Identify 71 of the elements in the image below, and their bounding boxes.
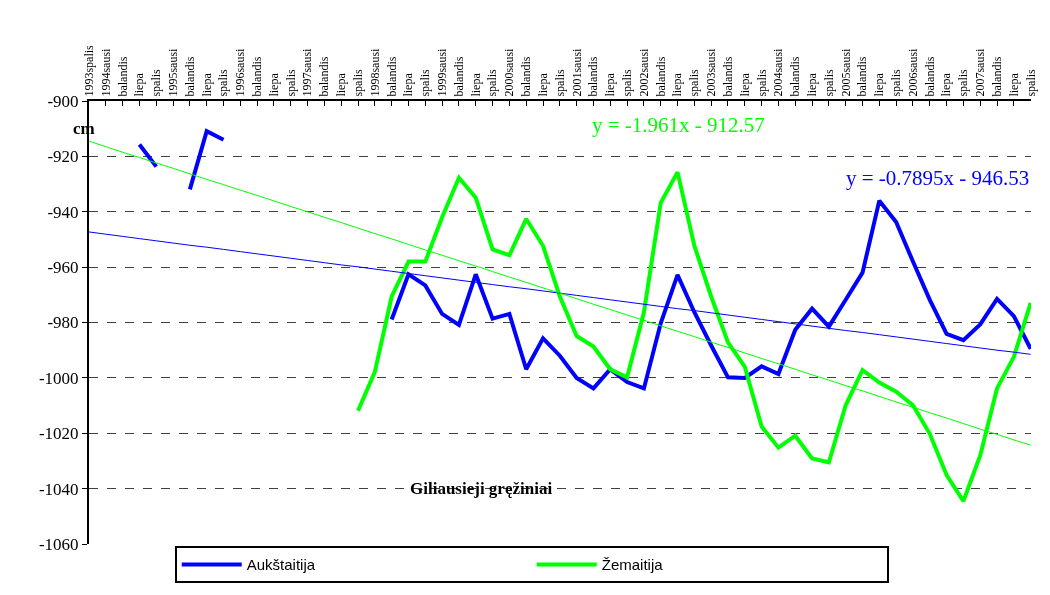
x-tick-label: liepa [737,72,752,97]
x-tick-label: spalis [485,68,500,97]
x-tick-label: spalis [418,68,433,97]
x-tick-label: liepa [1006,72,1021,97]
x-tick-label: liepa [401,72,416,97]
legend-label: Žemaitija [601,556,664,574]
x-tick-label: 1998sausi [367,47,382,97]
x-tick-label: spalis [149,68,164,97]
x-tick-label: balandis [989,56,1004,97]
y-tick-label: -920 [47,147,79,167]
x-tick-label: spalis [619,68,634,97]
x-tick-label: liepa [132,72,147,97]
x-tick-label: 1993spalis [81,44,96,97]
x-tick-label: 1995sausi [165,47,180,97]
x-tick-label: 1997sausi [300,47,315,97]
x-tick-label: spalis [552,68,567,97]
x-tick-label: balandis [451,56,466,97]
x-tick-label: liepa [199,72,214,97]
annotation: y = -1.961x - 912.57 [592,113,765,137]
x-tick-label: 2004sausi [771,47,786,97]
x-tick-label: balandis [788,56,803,97]
x-tick-label: spalis [283,68,298,97]
x-tick-label: liepa [266,72,281,97]
x-tick-label: liepa [603,72,618,97]
x-tick-label: balandis [115,56,130,97]
x-tick-label: balandis [519,56,534,97]
y-tick-label: -940 [47,202,79,222]
text: Giliausieji gręžiniai [410,479,553,498]
y-tick-label: -1020 [38,424,79,444]
x-tick-label: spalis [1023,68,1038,97]
x-tick-label: 2006sausi [905,47,920,97]
y-tick-label: -960 [47,258,79,278]
y-tick-label: -1040 [38,479,79,499]
x-tick-label: balandis [720,56,735,97]
x-tick-label: 2003sausi [704,47,719,97]
x-tick-label: 1996sausi [233,47,248,97]
x-tick-label: liepa [535,72,550,97]
x-tick-label: spalis [754,68,769,97]
x-tick-label: balandis [586,56,601,97]
x-tick-label: balandis [855,56,870,97]
x-tick-label: 1999sausi [435,47,450,97]
legend-label: Aukštaitija [246,556,316,574]
x-tick-label: spalis [889,68,904,97]
x-tick-label: balandis [250,56,265,97]
x-tick-label: spalis [216,68,231,97]
x-tick-label: liepa [334,72,349,97]
x-tick-label: spalis [350,68,365,97]
x-tick-label: balandis [922,56,937,97]
x-tick-label: liepa [468,72,483,97]
x-tick-label: 2000sausi [502,47,517,97]
x-tick-label: spalis [821,68,836,97]
x-tick-label: spalis [687,68,702,97]
x-tick-label: balandis [653,56,668,97]
x-tick-label: liepa [939,72,954,97]
x-tick-label: 2002sausi [636,47,651,97]
x-tick-label: liepa [804,72,819,97]
x-tick-label: liepa [670,72,685,97]
x-tick-label: liepa [872,72,887,97]
y-tick-label: -980 [47,313,79,333]
annotation: y = -0.7895x - 946.53 [846,166,1030,190]
y-tick-label: -1060 [38,534,79,554]
x-tick-label: 2005sausi [838,47,853,97]
x-tick-label: balandis [317,56,332,97]
x-tick-label: balandis [182,56,197,97]
x-tick-label: 2001sausi [569,47,584,97]
x-tick-label: balandis [384,56,399,97]
y-tick-label: -900 [47,91,79,111]
y-tick-label: -1000 [38,368,79,388]
x-tick-label: 1994sausi [98,47,113,97]
x-tick-label: spalis [956,68,971,97]
x-tick-label: 2007sausi [973,47,988,97]
